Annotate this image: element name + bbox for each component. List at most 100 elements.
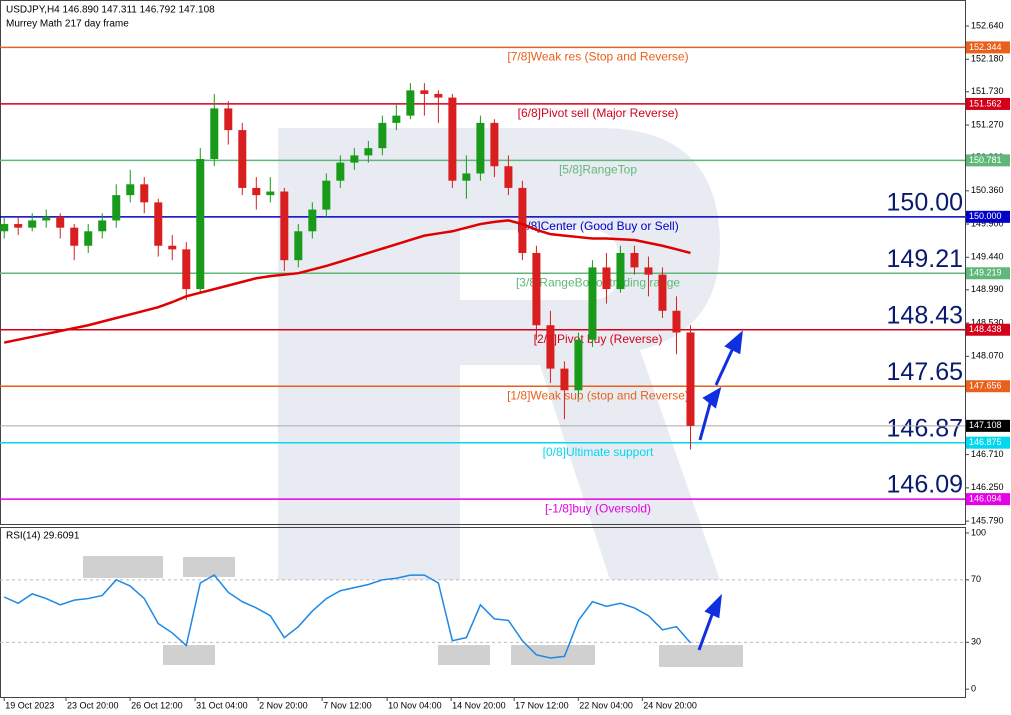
- candle-body: [70, 227, 79, 246]
- level-label: [3/8]RangeBot of trading range: [516, 275, 680, 289]
- level-big-label: 149.21: [887, 245, 963, 273]
- level-tag-label: 150.000: [969, 211, 1002, 221]
- candle-body: [616, 252, 625, 290]
- level-tag-label: 151.562: [969, 98, 1002, 108]
- candle-body: [518, 187, 527, 253]
- annotation-boxes: [83, 556, 743, 667]
- current-price-label: 147.108: [969, 420, 1002, 430]
- x-tick-label: 23 Oct 20:00: [67, 700, 119, 710]
- level-tag: [966, 154, 1010, 167]
- rsi-line: [3, 574, 692, 659]
- candle-body: [280, 191, 289, 261]
- y-tick-label: 0: [971, 684, 976, 694]
- candle-body: [154, 202, 163, 246]
- candle-body: [196, 159, 205, 290]
- level-tag: [966, 97, 1010, 110]
- candle-body: [238, 130, 247, 188]
- candle-body: [574, 339, 583, 391]
- candle-body: [686, 332, 695, 426]
- level-tag-label: 146.875: [969, 437, 1002, 447]
- y-tick-label: 100: [971, 527, 986, 537]
- plot-layer: 152.640152.180151.730151.270150.820150.3…: [0, 20, 1010, 710]
- level-tag-label: 149.219: [969, 268, 1002, 278]
- level-tag: [966, 210, 1010, 223]
- rsi-title: RSI(14) 29.6091: [6, 531, 80, 542]
- level-tag: [966, 41, 1010, 54]
- level-tag: [966, 267, 1010, 280]
- watermark: [278, 128, 720, 580]
- level-tag-label: 147.656: [969, 381, 1002, 391]
- level-tag-label: 152.344: [969, 42, 1002, 52]
- candle-body: [224, 108, 233, 131]
- level-tag-label: 150.781: [969, 155, 1002, 165]
- level-tag: [966, 380, 1010, 393]
- level-label: [5/8]RangeTop: [559, 163, 637, 177]
- y-tick-label: 149.900: [971, 218, 1004, 228]
- y-tick-label: 148.990: [971, 284, 1004, 294]
- level-label: [6/8]Pivot sell (Major Reverse): [518, 106, 679, 120]
- arrows: [697, 330, 743, 651]
- level-tag: [966, 436, 1010, 449]
- x-tick-label: 31 Oct 04:00: [196, 700, 248, 710]
- level-big-label: 146.87: [887, 414, 963, 442]
- level-label: [7/8]Weak res (Stop and Reverse): [507, 50, 688, 64]
- level-tag-label: 148.438: [969, 324, 1002, 334]
- level-big-label: 148.43: [887, 301, 963, 329]
- candle-body: [266, 191, 275, 196]
- candle-body: [448, 97, 457, 181]
- level-big-label: 146.09: [887, 471, 963, 499]
- candle-body: [392, 115, 401, 123]
- level-label: [-1/8]buy (Oversold): [545, 501, 651, 515]
- y-tick-label: 146.250: [971, 482, 1004, 492]
- level-tag: [966, 323, 1010, 336]
- candle-body: [546, 325, 555, 369]
- level-label: [1/8]Weak sup (stop and Reverse): [507, 388, 689, 402]
- candle-body: [434, 93, 443, 98]
- candle-body: [140, 184, 149, 203]
- candle-body: [182, 249, 191, 290]
- candle-body: [476, 122, 485, 174]
- chart-title: USDJPY,H4 146.890 147.311 146.792 147.10…: [6, 5, 215, 16]
- y-tick-label: 152.180: [971, 54, 1004, 64]
- level-tag-label: 146.094: [969, 494, 1002, 504]
- candle-body: [364, 148, 373, 156]
- candle-body: [252, 187, 261, 196]
- candle-body: [644, 267, 653, 275]
- level-tag: [966, 493, 1010, 506]
- level-big-label: 150.00: [887, 188, 963, 216]
- level-label: [2/8]Pivot buy (Reverse): [534, 332, 663, 346]
- x-tick-label: 24 Nov 20:00: [643, 700, 697, 710]
- candle-body: [98, 220, 107, 232]
- candle-body: [84, 231, 93, 246]
- x-tick-label: 2 Nov 20:00: [259, 700, 308, 710]
- y-tick-label: 151.270: [971, 119, 1004, 129]
- candle-body: [322, 180, 331, 210]
- current-price-tag: [966, 419, 1010, 432]
- candle-body: [126, 184, 135, 196]
- level-label: [0/8]Ultimate support: [543, 445, 654, 459]
- x-tick-label: 26 Oct 12:00: [131, 700, 183, 710]
- y-tick-label: 149.440: [971, 252, 1004, 262]
- y-tick-label: 152.640: [971, 20, 1004, 30]
- candle-body: [56, 216, 65, 228]
- chart-subtitle: Murrey Math 217 day frame: [6, 19, 129, 30]
- y-tick-label: 146.710: [971, 449, 1004, 459]
- candle-body: [532, 252, 541, 326]
- x-tick-label: 14 Nov 20:00: [452, 700, 506, 710]
- candle-body: [406, 90, 415, 116]
- y-tick-label: 148.070: [971, 351, 1004, 361]
- x-tick-label: 22 Nov 04:00: [579, 700, 633, 710]
- candle-body: [42, 216, 51, 221]
- candle-body: [658, 274, 667, 311]
- candle-body: [630, 252, 639, 268]
- x-tick-label: 19 Oct 2023: [5, 700, 54, 710]
- candle-body: [0, 224, 9, 232]
- candle-body: [112, 195, 121, 221]
- level-big-label: 147.65: [887, 358, 963, 386]
- candle-body: [588, 267, 597, 340]
- candle-body: [420, 90, 429, 94]
- candle-body: [14, 224, 23, 228]
- y-tick-label: 150.360: [971, 185, 1004, 195]
- candle-body: [602, 267, 611, 290]
